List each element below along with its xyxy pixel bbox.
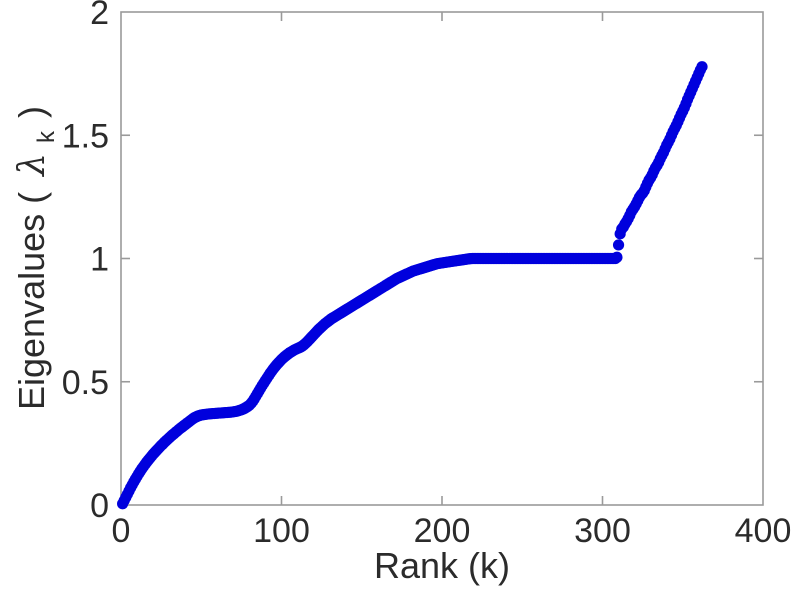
y-axis-tick-labels: 0 0.5 1 1.5 2 bbox=[62, 0, 109, 525]
x-tick-label: 0 bbox=[112, 512, 131, 550]
x-tick-label: 100 bbox=[253, 512, 310, 550]
data-point bbox=[696, 61, 708, 73]
y-tick-label: 1 bbox=[90, 241, 109, 279]
y-tick-label: 2 bbox=[90, 0, 109, 32]
x-axis-tick-labels: 0 100 200 300 400 bbox=[112, 512, 792, 550]
x-tick-label: 300 bbox=[574, 512, 631, 550]
y-tick-label: 0 bbox=[90, 487, 109, 525]
y-axis-title-close: ) bbox=[11, 106, 52, 118]
lambda-symbol: λ bbox=[12, 153, 53, 178]
data-series-eigenvalues bbox=[117, 61, 708, 510]
y-axis-title: Eigenvalues ( λ k ) bbox=[11, 106, 62, 410]
y-axis-ticks bbox=[121, 134, 763, 383]
x-tick-label: 400 bbox=[735, 512, 792, 550]
x-axis-ticks bbox=[280, 12, 604, 505]
lambda-subscript: k bbox=[33, 130, 60, 143]
x-tick-label: 200 bbox=[414, 512, 471, 550]
y-axis-title-text: Eigenvalues ( λ k ) bbox=[11, 106, 62, 410]
y-tick-label: 1.5 bbox=[62, 117, 109, 155]
y-axis-title-main: Eigenvalues ( bbox=[11, 192, 52, 410]
y-tick-label: 0.5 bbox=[62, 364, 109, 402]
data-point bbox=[612, 239, 625, 251]
data-point bbox=[611, 251, 623, 263]
x-axis-title: Rank (k) bbox=[374, 545, 510, 586]
